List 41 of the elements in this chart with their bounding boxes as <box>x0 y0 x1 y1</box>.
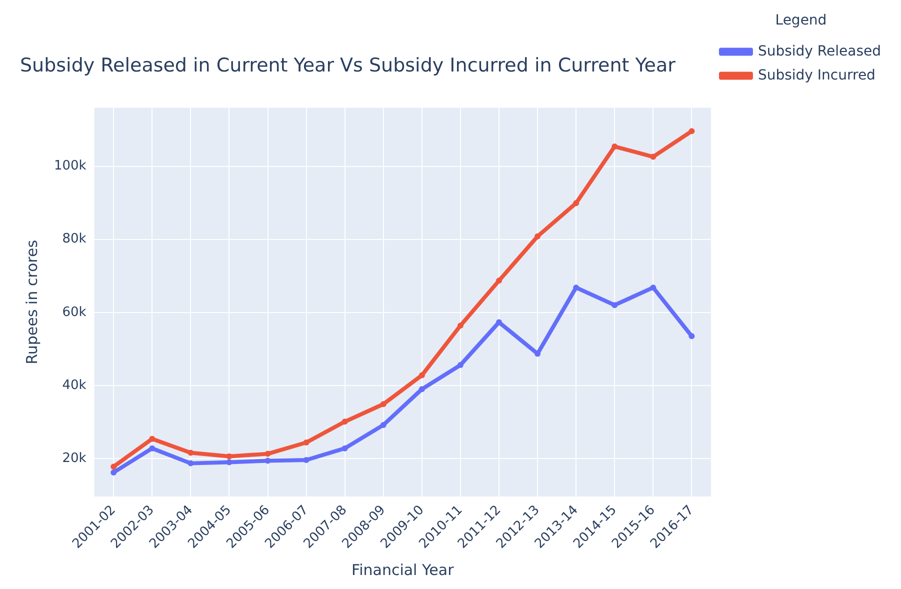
point <box>226 459 232 466</box>
point <box>688 333 695 340</box>
point <box>149 436 156 442</box>
point <box>457 362 464 368</box>
point <box>496 278 502 284</box>
point <box>534 233 541 240</box>
x-axis-title: Financial Year <box>352 560 455 579</box>
point <box>303 457 310 464</box>
point <box>612 302 618 308</box>
point <box>418 386 425 392</box>
point <box>380 422 386 428</box>
point <box>342 445 348 452</box>
point <box>688 128 695 134</box>
point <box>573 200 580 206</box>
point <box>380 401 386 408</box>
point <box>149 445 156 452</box>
y-tick-label: 20k <box>62 450 87 466</box>
point <box>496 319 502 326</box>
point <box>226 453 232 460</box>
point <box>457 322 464 329</box>
point <box>264 450 271 457</box>
point <box>188 450 194 456</box>
y-tick-label: 60k <box>62 304 87 320</box>
point <box>650 284 656 291</box>
y-axis-title: Rupees in crores <box>22 240 41 364</box>
legend-label: Subsidy Released <box>758 43 882 60</box>
point <box>110 464 117 470</box>
point <box>612 144 618 150</box>
point <box>573 284 580 291</box>
point <box>418 372 425 378</box>
chart-title: Subsidy Released in Current Year Vs Subsidy Incurred in Current Year <box>20 54 676 76</box>
point <box>264 458 271 464</box>
point <box>650 154 656 160</box>
legend-title: Legend <box>775 12 827 29</box>
point <box>303 439 310 446</box>
y-tick-label: 80k <box>62 232 87 247</box>
y-tick-label: 40k <box>62 378 87 393</box>
legend-label: Subsidy Incurred <box>758 67 876 84</box>
point <box>110 469 117 476</box>
point <box>342 418 348 425</box>
y-tick-label: 100k <box>54 158 87 174</box>
